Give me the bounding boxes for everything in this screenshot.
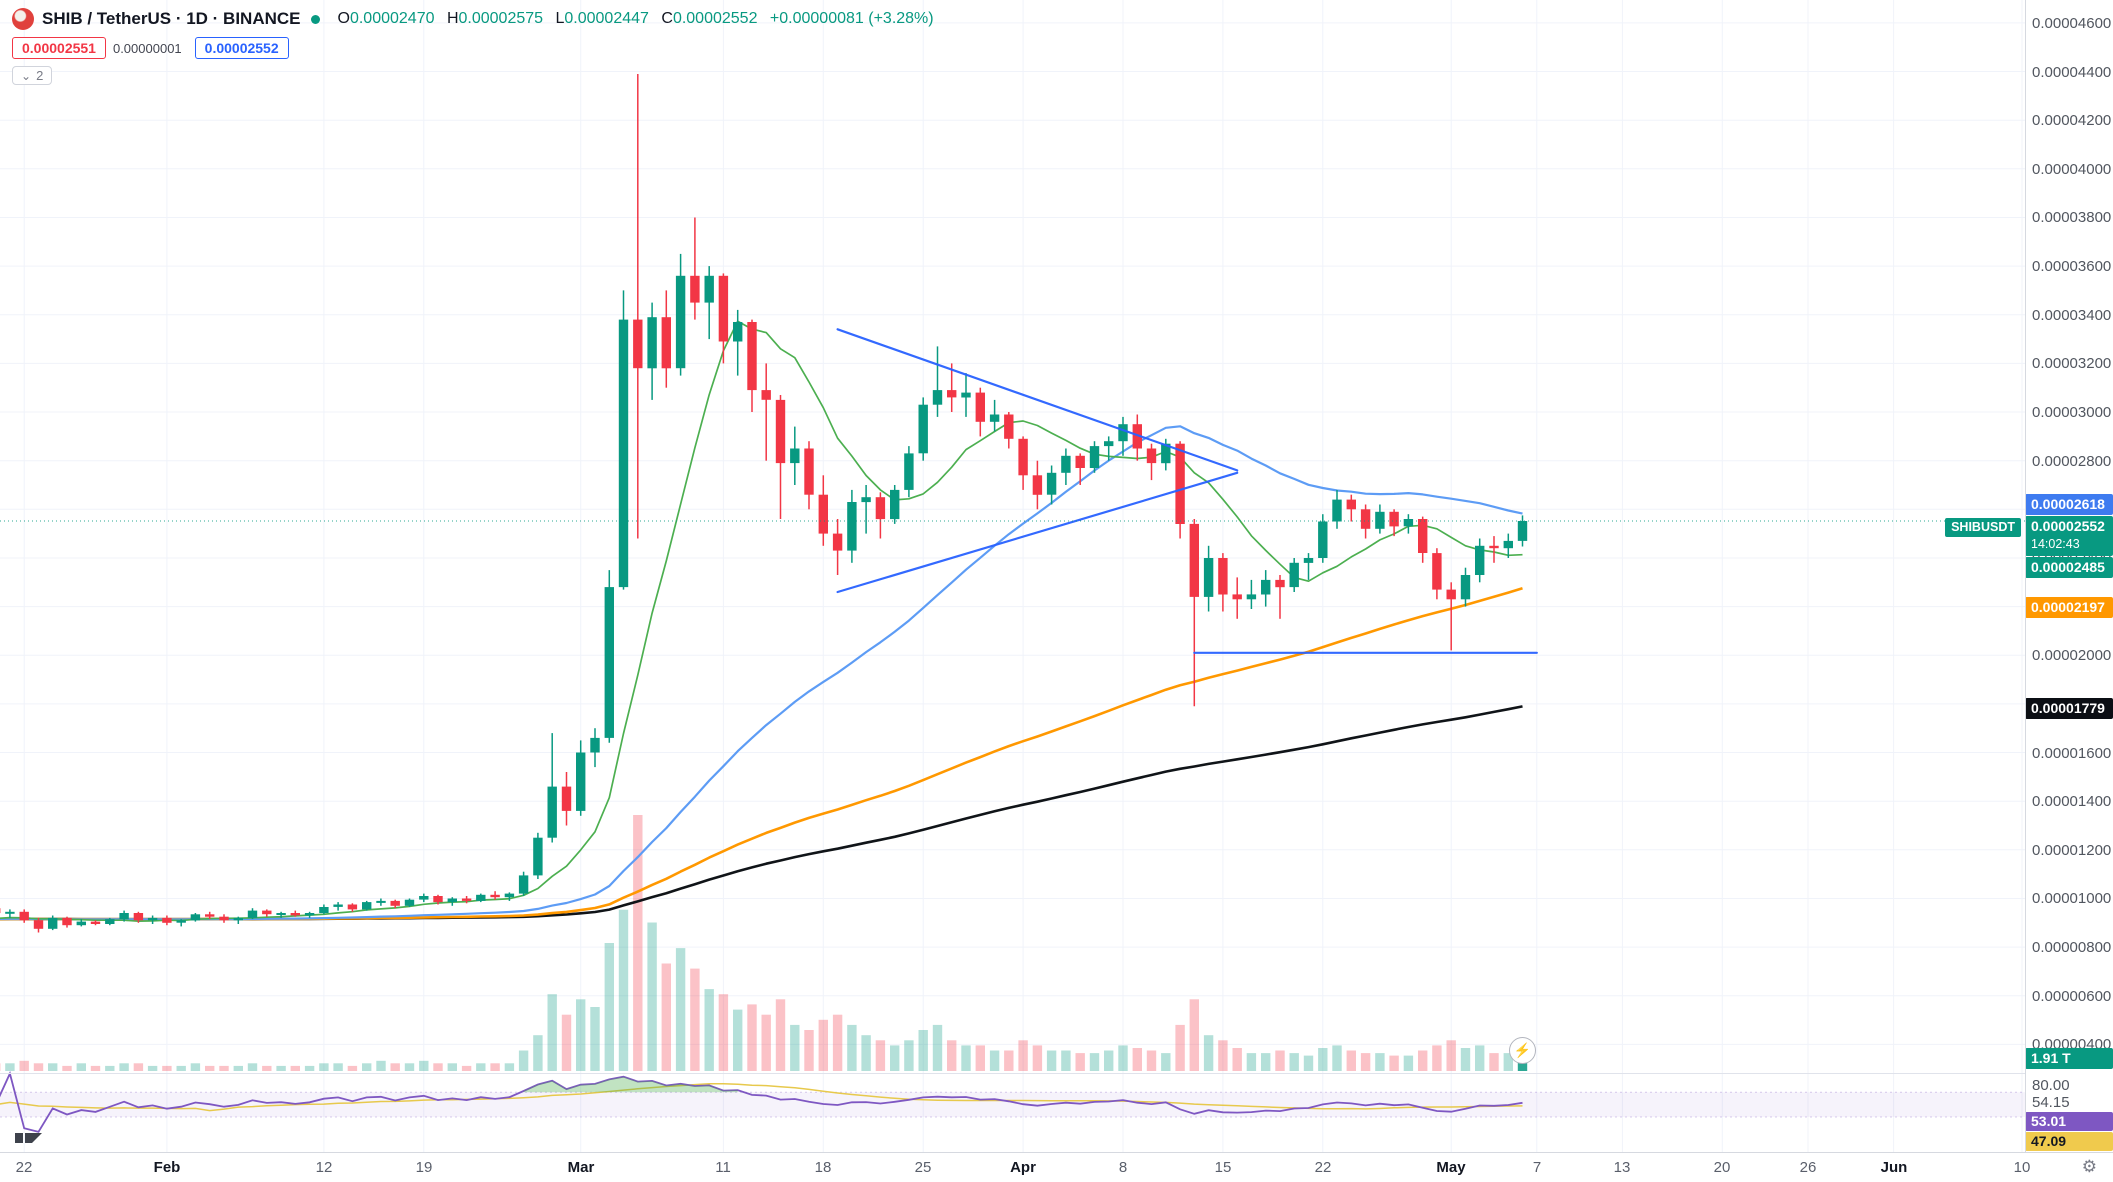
time-tick-label: Mar: [567, 1159, 595, 1176]
time-tick-label: Jun: [1880, 1159, 1908, 1176]
volume-value-label: 1.91 T: [2025, 1048, 2113, 1069]
time-tick-label: Apr: [1010, 1159, 1036, 1176]
time-tick-label: 10: [2013, 1159, 2031, 1176]
time-tick-label: Feb: [153, 1159, 181, 1176]
time-tick-label: 13: [1613, 1159, 1631, 1176]
price-tick-label: 0.00001200: [2032, 842, 2112, 859]
price-tick-label: 0.00001600: [2032, 745, 2112, 762]
price-tick-label: 0.00004400: [2032, 64, 2112, 81]
ohlc-readout: O0.00002470 H0.00002575 L0.00002447 C0.0…: [330, 10, 934, 28]
time-tick-label: 8: [1118, 1159, 1128, 1176]
high-label: H: [446, 10, 459, 27]
rsi-value-label: 53.01: [2025, 1112, 2113, 1131]
time-tick-label: 25: [914, 1159, 932, 1176]
rsi-scale-label: 54.15: [2032, 1094, 2070, 1111]
price-axis-border: [2025, 0, 2026, 1152]
time-tick-label: 11: [715, 1159, 731, 1176]
time-tick-label: 22: [15, 1159, 33, 1176]
price-tick-label: 0.00003400: [2032, 307, 2112, 324]
tradingview-logo-glyph: [15, 1133, 42, 1143]
spread-value: 0.00000001: [112, 40, 182, 56]
price-tick-label: 0.00004600: [2032, 15, 2112, 32]
chart-grid: [0, 0, 2025, 1152]
chart-legend: SHIB / TetherUS · 1D · BINANCE O0.000024…: [12, 8, 934, 85]
tradingview-logo[interactable]: [14, 1128, 44, 1152]
candles-series: [0, 74, 1528, 933]
rsi-ma-value-label: 47.09: [2025, 1132, 2113, 1151]
ma-orange-price-label: 0.00002197: [2025, 597, 2113, 618]
ma-black-price-label: 0.00001779: [2025, 698, 2113, 719]
quick-trade-lightning-icon[interactable]: ⚡: [1509, 1037, 1536, 1064]
close-value: 0.00002552: [672, 10, 758, 27]
price-tick-label: 0.00003600: [2032, 258, 2112, 275]
symbol-row: SHIB / TetherUS · 1D · BINANCE O0.000024…: [12, 8, 934, 30]
chevron-down-icon: ⌄: [21, 68, 32, 83]
axis-settings-gear-icon[interactable]: ⚙: [2081, 1157, 2097, 1176]
ma-blue-price-label: 0.00002618: [2025, 494, 2113, 515]
price-tick-label: 0.00002000: [2032, 647, 2112, 664]
market-status-dot-icon: [310, 14, 320, 24]
sell-price-button[interactable]: 0.00002551: [12, 37, 106, 59]
change-value: +0.00000081 (+3.28%): [769, 10, 934, 27]
collapsed-indicators-toggle[interactable]: ⌄ 2: [12, 66, 53, 85]
last-price-label: 0.00002552 14:02:43: [2025, 516, 2113, 556]
time-axis[interactable]: ⚙ 22 Feb 12 19 Mar 11 18 25 Apr 8 15 22 May 7 13 20 26 Ju…: [0, 1152, 2113, 1182]
open-label: O: [337, 10, 350, 27]
close-label: C: [661, 10, 673, 27]
price-tick-label: 0.00003000: [2032, 404, 2112, 421]
price-tick-label: 0.00004000: [2032, 161, 2112, 178]
symbol-title[interactable]: SHIB / TetherUS · 1D · BINANCE: [42, 9, 301, 28]
collapsed-indicators-count: 2: [36, 68, 44, 83]
time-tick-label: 15: [1214, 1159, 1232, 1176]
price-tick-label: 0.00000600: [2032, 988, 2112, 1005]
open-value: 0.00002470: [349, 10, 435, 27]
price-axis[interactable]: 0.00004600 0.00004400 0.00004200 0.00004000…: [2025, 0, 2113, 1152]
time-tick-label: 26: [1799, 1159, 1817, 1176]
price-tick-label: 0.00003800: [2032, 209, 2112, 226]
time-tick-label: May: [1436, 1159, 1466, 1176]
low-value: 0.00002447: [564, 10, 649, 27]
symbol-price-line-label: SHIBUSDT: [1945, 518, 2021, 537]
high-value: 0.00002575: [458, 10, 544, 27]
time-tick-label: 20: [1713, 1159, 1731, 1176]
price-tick-label: 0.00000800: [2032, 939, 2112, 956]
time-tick-label: 7: [1532, 1159, 1542, 1176]
rsi-overbought-fill: [523, 1076, 738, 1093]
trade-widget-row: 0.00002551 0.00000001 0.00002552: [12, 37, 934, 59]
time-tick-label: 22: [1314, 1159, 1332, 1176]
rsi-scale-label: 80.00: [2032, 1077, 2070, 1094]
ma-green-price-label: 0.00002485: [2025, 557, 2113, 578]
price-tick-label: 0.00003200: [2032, 355, 2112, 372]
price-tick-label: 0.00002800: [2032, 453, 2112, 470]
pane-separator[interactable]: [0, 1073, 2113, 1074]
price-tick-label: 0.00004200: [2032, 112, 2112, 129]
indicators-row: ⌄ 2: [12, 66, 934, 85]
rsi-pane: [0, 1070, 2025, 1133]
shib-symbol-logo-icon: [12, 8, 34, 30]
moving-averages: [0, 320, 1523, 923]
time-tick-label: 12: [315, 1159, 333, 1176]
buy-price-button[interactable]: 0.00002552: [194, 37, 289, 59]
time-tick-label: 18: [814, 1159, 832, 1176]
price-tick-label: 0.00001400: [2032, 793, 2112, 810]
price-tick-label: 0.00001000: [2032, 890, 2112, 907]
time-tick-label: 19: [415, 1159, 433, 1176]
drawn-trendlines[interactable]: [836, 328, 1538, 654]
volume-series: [0, 815, 1528, 1071]
low-label: L: [555, 10, 565, 27]
